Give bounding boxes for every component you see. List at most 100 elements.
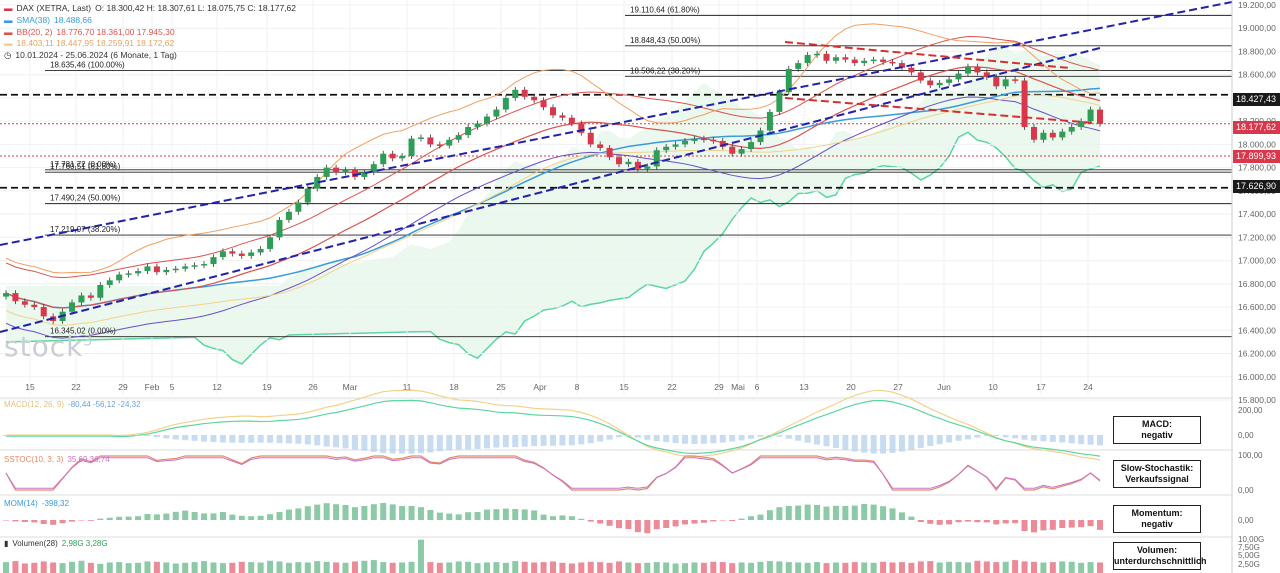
macd-histogram-bar bbox=[135, 435, 142, 436]
macd-histogram-bar bbox=[587, 435, 594, 444]
bb-lower-line bbox=[5, 96, 1101, 339]
candle-body bbox=[568, 117, 575, 124]
volume-bar bbox=[766, 561, 773, 573]
volume-bar bbox=[389, 562, 396, 573]
macd-histogram-bar bbox=[1087, 435, 1094, 445]
momentum-bar bbox=[946, 520, 953, 525]
volume-bar bbox=[201, 561, 208, 573]
macd-histogram-bar bbox=[691, 435, 698, 445]
macd-histogram-bar bbox=[40, 435, 47, 436]
momentum-bar bbox=[880, 506, 887, 520]
candle-body bbox=[776, 92, 783, 112]
macd-histogram-bar bbox=[889, 435, 896, 453]
candle-body bbox=[889, 61, 896, 64]
y-tick-label: 17.000,00 bbox=[1238, 256, 1276, 266]
x-tick-label: 20 bbox=[846, 382, 856, 392]
macd-histogram-bar bbox=[31, 435, 38, 436]
candle-body bbox=[153, 266, 160, 273]
momentum-bar bbox=[917, 520, 924, 522]
macd-histogram-bar bbox=[578, 435, 585, 445]
momentum-bar bbox=[512, 509, 519, 520]
volume-bar bbox=[729, 563, 736, 573]
candle-body bbox=[587, 132, 594, 145]
volume-bar bbox=[1021, 561, 1028, 573]
bb-middle-line bbox=[5, 66, 1101, 309]
volume-bar bbox=[219, 563, 226, 573]
candle-body bbox=[351, 169, 358, 177]
candle-body bbox=[483, 116, 490, 124]
momentum-bar bbox=[908, 516, 915, 520]
momentum-bar bbox=[163, 513, 170, 520]
volume-bar bbox=[248, 562, 255, 573]
candle-body bbox=[823, 53, 830, 61]
vol-info-title: Volumen: bbox=[1136, 545, 1178, 555]
candle-body bbox=[851, 59, 858, 64]
candle-body bbox=[1002, 79, 1009, 87]
volume-bar bbox=[682, 563, 689, 573]
macd-histogram-bar bbox=[757, 435, 764, 437]
candle-body bbox=[78, 295, 85, 303]
macd-values: -80,44 -56,12 -24,32 bbox=[68, 400, 141, 409]
momentum-bar bbox=[493, 509, 500, 520]
candle-body bbox=[964, 66, 971, 74]
momentum-bar bbox=[50, 520, 57, 525]
y-tick-label: 16.400,00 bbox=[1238, 325, 1276, 335]
volume-bar bbox=[540, 562, 547, 573]
y-tick-label: 17.400,00 bbox=[1238, 209, 1276, 219]
momentum-bar bbox=[12, 520, 19, 522]
macd-histogram-bar bbox=[559, 435, 566, 446]
momentum-bar bbox=[399, 506, 406, 520]
bb-icon: ▬ bbox=[4, 27, 13, 37]
x-tick-label: Jun bbox=[937, 382, 951, 392]
candle-body bbox=[1087, 109, 1094, 122]
y-tick-label: 17.800,00 bbox=[1238, 163, 1276, 173]
volume-bar bbox=[191, 562, 198, 573]
volume-bar bbox=[31, 562, 38, 573]
volume-bar bbox=[163, 562, 170, 573]
macd-histogram-bar bbox=[59, 435, 66, 436]
volume-bar bbox=[106, 562, 113, 573]
y-tick-label: 16.200,00 bbox=[1238, 349, 1276, 359]
macd-histogram-bar bbox=[927, 435, 934, 446]
macd-histogram-bar bbox=[1021, 435, 1028, 440]
vol-legend: ▮ Volumen(28) 2,98G 3,28G bbox=[4, 539, 112, 548]
momentum-bar bbox=[1012, 520, 1019, 524]
y-tick-label: 16.600,00 bbox=[1238, 302, 1276, 312]
candle-body bbox=[672, 144, 679, 147]
candle-body bbox=[663, 146, 670, 151]
volume-bar bbox=[116, 562, 123, 573]
macd-histogram-bar bbox=[1097, 435, 1103, 446]
momentum-bar bbox=[323, 503, 330, 520]
macd-legend: MACD(12, 26, 9) -80,44 -56,12 -24,32 bbox=[4, 400, 145, 409]
momentum-bar bbox=[927, 520, 934, 524]
volume-bar bbox=[851, 562, 858, 573]
macd-histogram-bar bbox=[785, 435, 792, 439]
volume-bar bbox=[927, 561, 934, 573]
macd-histogram-bar bbox=[955, 435, 962, 441]
panel-tick-label: 5,00G bbox=[1238, 551, 1260, 560]
macd-histogram-bar bbox=[399, 435, 406, 454]
x-tick-label: 15 bbox=[25, 382, 35, 392]
volume-bar bbox=[521, 561, 528, 573]
macd-histogram-bar bbox=[483, 435, 490, 449]
macd-histogram-bar bbox=[1030, 435, 1037, 441]
macd-histogram-bar bbox=[1002, 435, 1009, 438]
volume-bar bbox=[229, 562, 236, 573]
x-tick-label: 8 bbox=[575, 382, 580, 392]
macd-histogram-bar bbox=[512, 435, 519, 448]
candle-body bbox=[682, 140, 689, 145]
candle-body bbox=[380, 153, 387, 165]
macd-histogram-bar bbox=[163, 435, 170, 439]
ichimoku-base-line bbox=[5, 94, 1101, 326]
macd-histogram-bar bbox=[700, 435, 707, 444]
candle-body bbox=[97, 284, 104, 298]
macd-histogram-bar bbox=[672, 435, 679, 444]
stoch-info-value: Verkaufssignal bbox=[1125, 474, 1189, 484]
candle-body bbox=[531, 96, 538, 101]
macd-histogram-bar bbox=[351, 435, 358, 450]
volume-bar bbox=[370, 560, 377, 573]
candle-body bbox=[229, 251, 236, 254]
vol-label: Volumen(28) bbox=[12, 539, 58, 548]
ichimoku-values: 18.403,11 18.447,95 18.259,91 18.172,62 bbox=[16, 38, 175, 48]
volume-bar bbox=[700, 562, 707, 573]
